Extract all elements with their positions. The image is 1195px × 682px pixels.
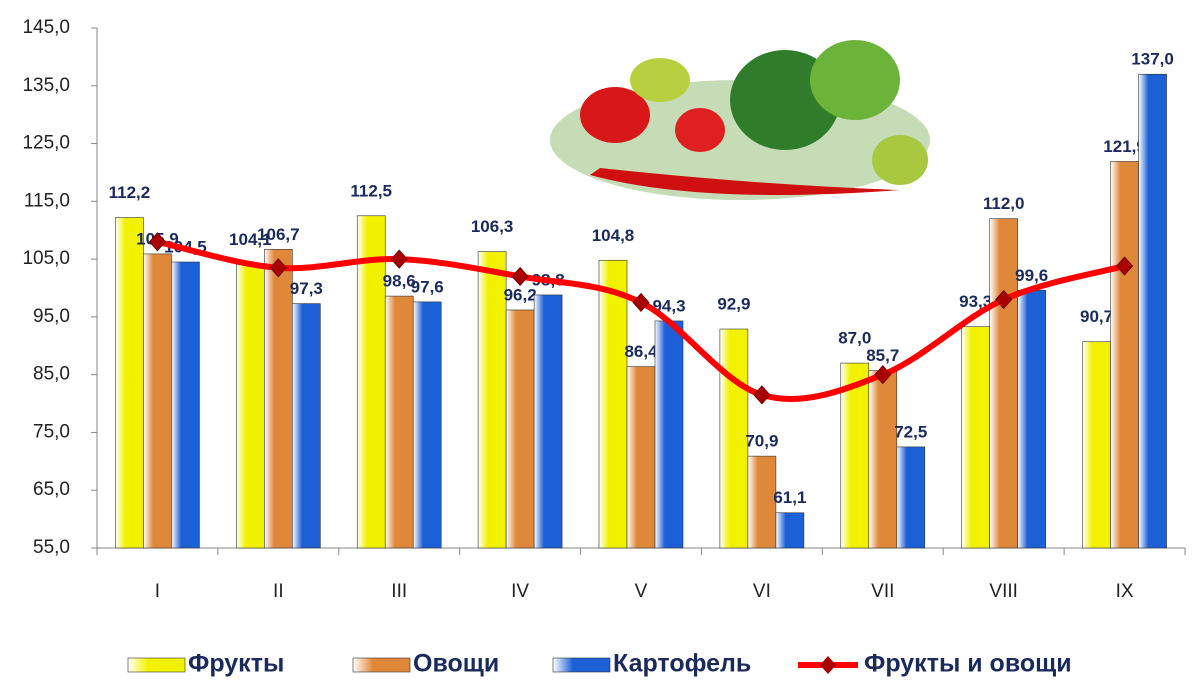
value-label: 97,3 [290, 279, 323, 298]
value-label: 97,6 [411, 277, 444, 296]
legend-label: Фрукты и овощи [864, 650, 1072, 678]
bar [896, 446, 926, 549]
line-marker [874, 365, 892, 385]
x-tick-label: IV [511, 581, 529, 602]
bar [868, 370, 898, 549]
y-tick-label: 145,0 [22, 17, 70, 38]
bar [384, 295, 414, 549]
value-label: 104,1 [229, 230, 272, 249]
bar [264, 248, 293, 549]
value-label: 93,3 [959, 292, 992, 311]
produce-picture [550, 40, 930, 200]
value-label: 98,6 [383, 272, 416, 291]
value-label: 61,1 [773, 488, 806, 507]
bar [961, 326, 990, 549]
legend-label: Фрукты [188, 650, 284, 678]
value-label: 106,3 [471, 217, 514, 236]
line-marker [269, 258, 287, 278]
y-tick-label: 95,0 [33, 306, 70, 327]
legend-swatch [352, 657, 411, 673]
x-tick-label: VIII [989, 581, 1018, 602]
line-marker [632, 292, 650, 313]
x-tick-label: V [635, 581, 648, 602]
y-tick-label: 85,0 [33, 364, 70, 385]
bar [477, 251, 507, 549]
bar [1110, 161, 1139, 549]
bar [236, 264, 265, 549]
x-tick-label: IX [1116, 581, 1134, 602]
line-marker [1116, 256, 1134, 276]
bar [626, 366, 656, 549]
x-tick-label: II [273, 581, 284, 602]
bar [775, 512, 805, 549]
line-marker [390, 249, 408, 269]
x-tick-label: I [155, 581, 160, 602]
value-label: 72,5 [894, 422, 927, 441]
value-label: 99,6 [1015, 266, 1048, 285]
x-tick-label: VI [753, 581, 771, 602]
bar [505, 309, 535, 549]
value-label: 70,9 [745, 432, 778, 451]
line-marker [753, 385, 771, 405]
value-label: 85,7 [866, 346, 899, 365]
value-label: 112,0 [983, 194, 1025, 213]
line-marker [148, 232, 166, 252]
bar [533, 294, 563, 549]
value-label: 96,2 [504, 285, 537, 304]
x-tick-label: III [391, 581, 407, 602]
value-label: 94,3 [652, 296, 685, 315]
y-tick-label: 105,0 [22, 248, 70, 269]
bar [747, 455, 777, 549]
value-label: 86,4 [624, 342, 658, 361]
bar [840, 362, 870, 549]
bar [171, 261, 200, 549]
value-label: 112,5 [350, 181, 392, 200]
value-label: 112,2 [109, 183, 151, 202]
bar [989, 218, 1018, 549]
y-tick-label: 135,0 [22, 75, 70, 96]
bar [1138, 73, 1167, 549]
bar [719, 328, 749, 549]
legend-swatch [552, 657, 611, 673]
bar [143, 253, 172, 549]
bar [356, 215, 386, 549]
bar [115, 217, 144, 549]
value-label: 92,9 [717, 295, 750, 314]
bar [292, 303, 321, 549]
y-tick-label: 65,0 [33, 479, 70, 500]
x-tick-label: VII [871, 581, 894, 602]
legend-label: Овощи [413, 650, 499, 678]
value-label: 90,7 [1080, 307, 1113, 326]
y-tick-label: 75,0 [33, 421, 70, 442]
y-tick-label: 55,0 [33, 537, 70, 558]
bar [1017, 290, 1046, 549]
legend-marker [820, 656, 836, 674]
value-label: 121,9 [1103, 137, 1146, 156]
bar [654, 320, 684, 549]
value-label: 87,0 [838, 329, 871, 348]
bar [598, 259, 628, 549]
value-label: 106,7 [257, 225, 300, 244]
bar [412, 301, 442, 549]
value-label: 104,8 [592, 226, 635, 245]
value-label: 137,0 [1131, 50, 1174, 69]
line-marker [995, 289, 1013, 310]
line-marker [511, 266, 529, 287]
legend-swatch [127, 657, 186, 673]
y-tick-label: 125,0 [22, 133, 70, 154]
y-tick-label: 115,0 [24, 190, 70, 211]
bar [1082, 341, 1111, 549]
legend-label: Картофель [613, 650, 751, 678]
